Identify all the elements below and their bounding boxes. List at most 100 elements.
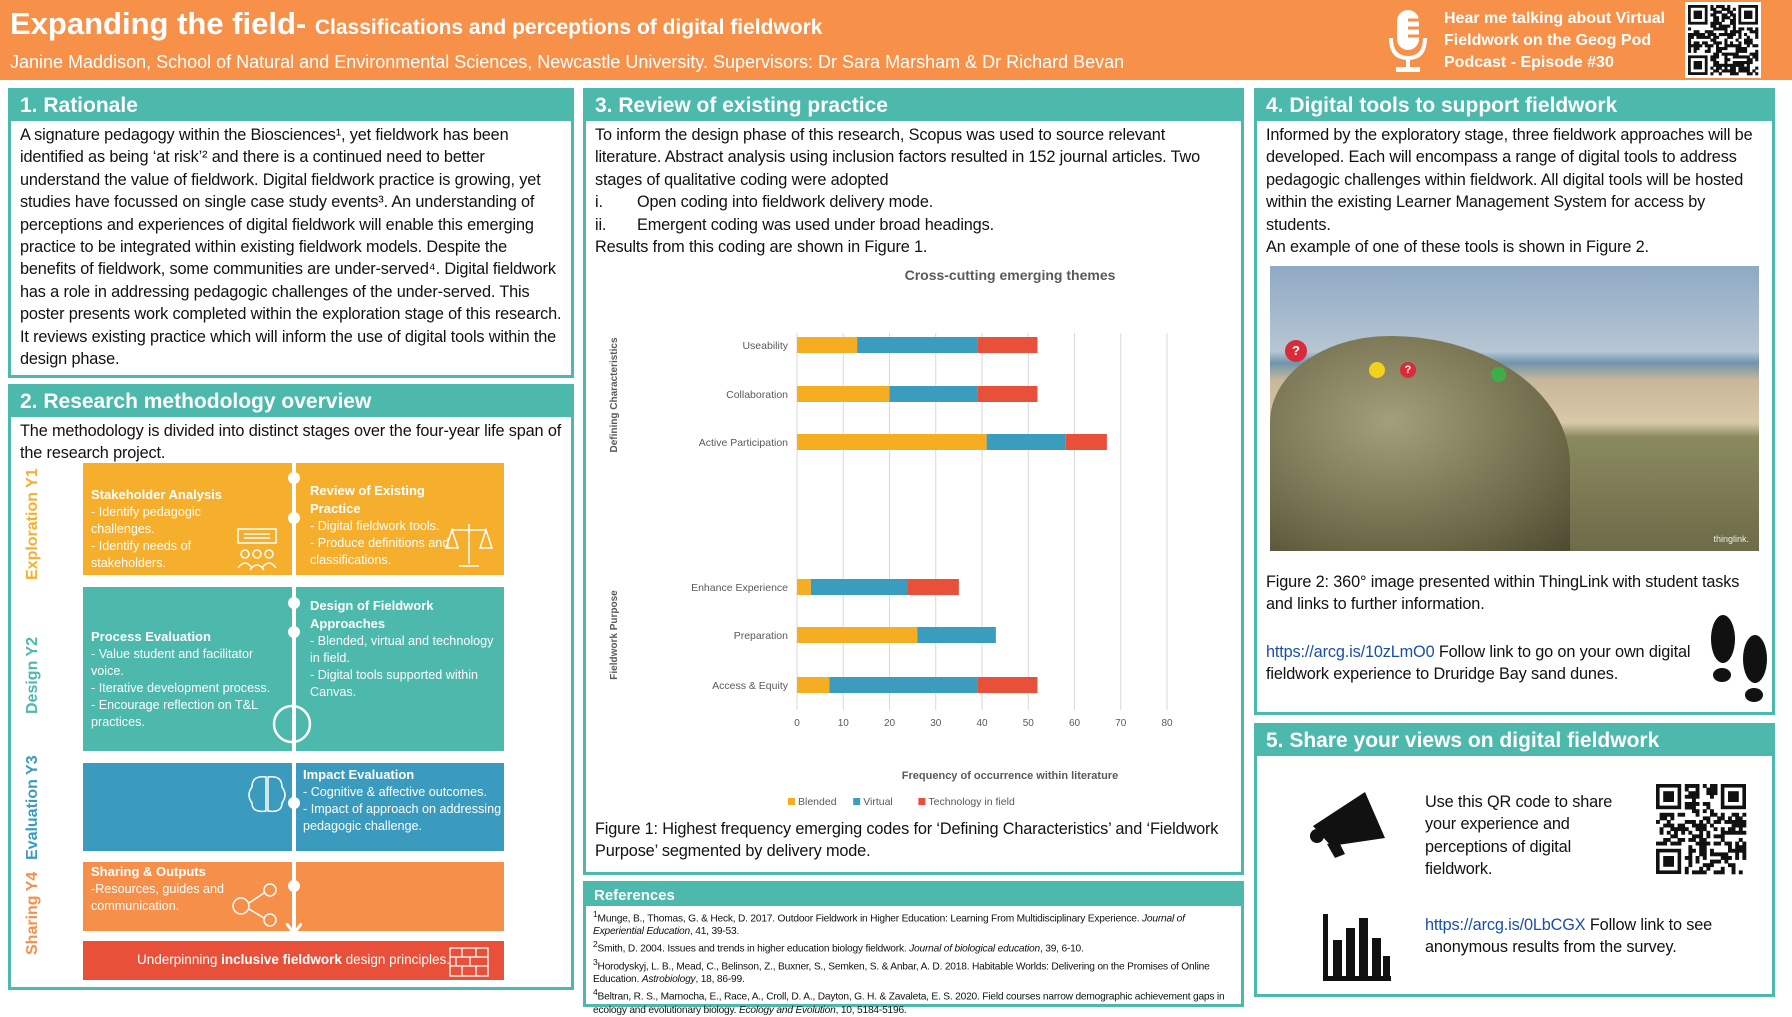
year-label: Evaluation Y3 (24, 755, 41, 860)
bar-segment-blended (797, 677, 830, 693)
hotspot-book-icon[interactable] (1369, 362, 1385, 378)
bar-segment-virtual (810, 579, 908, 595)
section-heading: References (586, 884, 1241, 906)
druridge-bay-link[interactable]: https://arcg.is/10zLmO0 (1266, 643, 1435, 661)
reference-item: 1Munge, B., Thomas, G. & Heck, D. 2017. … (593, 909, 1185, 938)
bar-segment-blended (797, 337, 858, 353)
design-fieldwork-approaches: Design of Fieldwork Approaches - Blended,… (310, 598, 494, 699)
scales-icon (444, 524, 494, 567)
x-tick-label: 80 (1161, 718, 1173, 729)
results-link-text: https://arcg.is/0LbCGX Follow link to se… (1425, 916, 1713, 957)
footprints-icon (1711, 615, 1767, 702)
figure-1-caption: Figure 1: Highest frequency emerging cod… (595, 820, 1219, 861)
figure-2-caption: Figure 2: 360° image presented within Th… (1266, 573, 1740, 614)
impact-evaluation: Impact Evaluation - Cognitive & affective… (303, 767, 502, 833)
bar-segment-blended (797, 627, 918, 643)
x-tick-label: 10 (838, 718, 850, 729)
qr-code-icon[interactable] (1653, 781, 1749, 877)
hotspot-question-icon[interactable]: ? (1400, 362, 1416, 378)
legend-swatch (788, 798, 795, 805)
bar-segment-technology-in-field (977, 386, 1038, 402)
hotspot-location-icon[interactable] (1491, 367, 1506, 382)
bar-segment-virtual (986, 434, 1066, 450)
qr-instruction: Use this QR code to share your experienc… (1425, 793, 1613, 879)
references-panel: References 1Munge, B., Thomas, G. & Heck… (583, 881, 1244, 1016)
tools-link-text: https://arcg.is/10zLmO0 Follow link to g… (1266, 643, 1691, 684)
legend-swatch (853, 798, 861, 805)
category-label: Preparation (734, 630, 788, 642)
brick-wall-icon (449, 947, 489, 977)
rationale-text: A signature pedagogy within the Bioscien… (20, 126, 562, 369)
category-label: Enhance Experience (691, 582, 788, 594)
microphone-icon (1389, 10, 1427, 72)
review-panel: 3. Review of existing practice To inform… (583, 88, 1244, 875)
legend-label: Virtual (863, 796, 893, 808)
chart-title: Cross-cutting emerging themes (905, 267, 1116, 283)
legend-label: Technology in field (928, 796, 1015, 808)
x-tick-label: 20 (884, 718, 896, 729)
themes-chart: Cross-cutting emerging themes 0 10 20 30 40 50… (609, 267, 1173, 808)
year-label: Exploration Y1 (24, 468, 41, 580)
bar-segment-virtual (857, 337, 978, 353)
survey-results-link[interactable]: https://arcg.is/0LbCGX (1425, 916, 1586, 934)
reference-item: 3Horodyskyj, L. B., Mead, C., Belinson, … (593, 956, 1210, 986)
review-text: To inform the design phase of this resea… (595, 126, 1201, 257)
group-label: Defining Characteristics (609, 337, 620, 452)
review-existing-practice: Review of Existing Practice - Digital fie… (310, 483, 450, 567)
share-panel: 5. Share your views on digital fieldwork… (1254, 723, 1775, 997)
megaphone-icon (1310, 792, 1385, 858)
tools-panel: 4. Digital tools to support fieldwork In… (1254, 88, 1775, 715)
section-heading: 4. Digital tools to support fieldwork (1257, 91, 1772, 121)
process-evaluation: Process Evaluation - Value student and fa… (91, 629, 271, 729)
bar-segment-virtual (889, 386, 978, 402)
thinglink-360-image[interactable]: ? ? thinglink. (1270, 266, 1759, 551)
year-label: Sharing Y4 (24, 871, 41, 955)
poster-header: Expanding the field- Classifications and… (0, 0, 1792, 80)
timeline-line (292, 463, 296, 931)
share-icon (232, 883, 277, 927)
reference-item: 4Beltran, R. S., Marnocha, E., Race, A.,… (593, 987, 1225, 1016)
x-tick-label: 70 (1115, 718, 1127, 729)
bar-segment-blended (797, 579, 811, 595)
legend-swatch (918, 798, 926, 805)
bar-segment-technology-in-field (977, 677, 1038, 693)
stakeholders-icon (237, 528, 277, 571)
cycle-icon (272, 704, 312, 744)
year-label: Design Y2 (24, 636, 41, 714)
sharing-outputs: Sharing & Outputs -Resources, guides and … (91, 864, 225, 913)
bar-segment-virtual (917, 627, 996, 643)
tools-text: Informed by the exploratory stage, three… (1266, 126, 1753, 257)
bar-segment-technology-in-field (908, 579, 959, 595)
category-label: Access & Equity (712, 680, 789, 692)
bar-segment-technology-in-field (977, 337, 1038, 353)
x-tick-label: 50 (1023, 718, 1035, 729)
podcast-text: Hear me talking about Virtual Fieldwork … (1444, 10, 1666, 71)
bar-segment-blended (797, 434, 987, 450)
x-tick-label: 60 (1069, 718, 1081, 729)
hotspot-question-icon[interactable]: ? (1285, 340, 1307, 362)
reference-item: 2Smith, D. 2004. Issues and trends in hi… (593, 939, 1084, 955)
reference-list: 1Munge, B., Thomas, G. & Heck, D. 2017. … (593, 908, 1235, 1017)
bar-segment-technology-in-field (1065, 434, 1107, 450)
x-tick-label: 40 (976, 718, 988, 729)
poster-title: Expanding the field- Classifications and… (10, 6, 823, 41)
x-tick-label: 30 (930, 718, 942, 729)
x-tick-label: 0 (794, 718, 800, 729)
authors: Janine Maddison, School of Natural and E… (10, 52, 1125, 72)
thinglink-brand: thinglink. (1713, 534, 1749, 544)
section-heading: 2. Research methodology overview (11, 387, 571, 417)
category-label: Collaboration (726, 389, 788, 401)
legend-label: Blended (798, 796, 837, 808)
rationale-panel: 1. Rationale A signature pedagogy within… (8, 88, 574, 378)
section-heading: 1. Rationale (11, 91, 571, 121)
bar-chart-icon (1323, 914, 1391, 981)
stakeholder-analysis: Stakeholder Analysis - Identify pedagogic… (91, 487, 223, 570)
brain-icon (248, 775, 286, 813)
category-label: Active Participation (699, 437, 788, 449)
section-heading: 3. Review of existing practice (586, 91, 1241, 121)
underpinning-principles: Underpinning inclusive fieldwork design … (83, 941, 504, 980)
bar-segment-virtual (829, 677, 978, 693)
qr-code-icon[interactable] (1685, 2, 1761, 78)
methodology-intro: The methodology is divided into distinct… (20, 422, 562, 463)
x-axis-label: Frequency of occurrence within literatur… (902, 770, 1118, 782)
